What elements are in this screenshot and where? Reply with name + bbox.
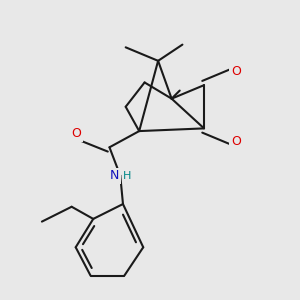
Text: H: H [123, 171, 131, 181]
Text: O: O [71, 127, 81, 140]
Text: O: O [232, 65, 242, 78]
Text: O: O [232, 135, 242, 148]
Text: N: N [110, 169, 119, 182]
